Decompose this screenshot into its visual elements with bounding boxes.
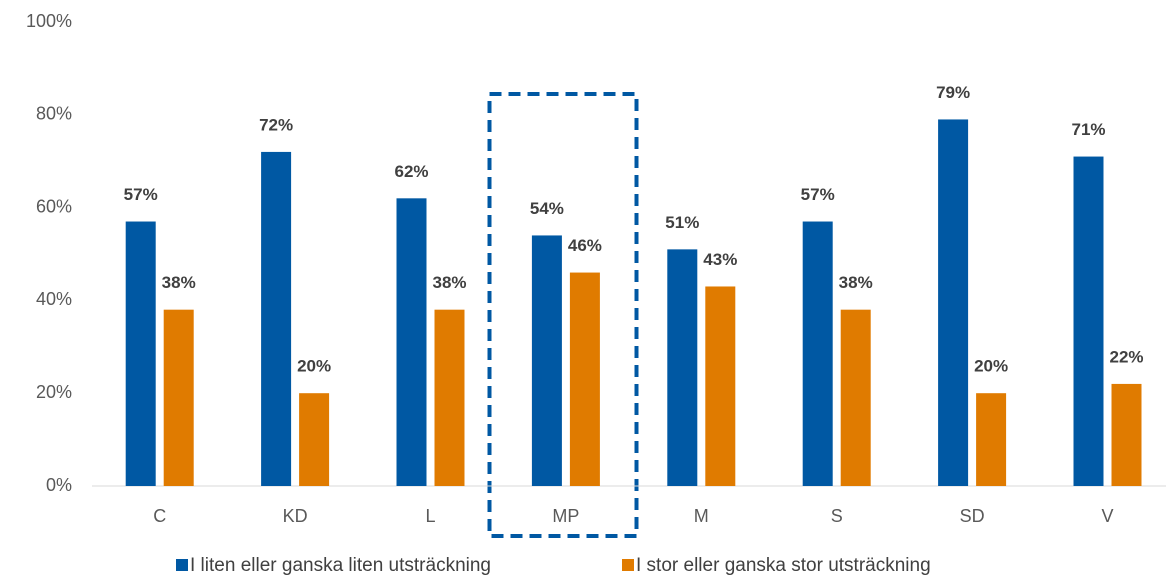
bar: [705, 286, 736, 486]
legend-swatch: [176, 559, 188, 571]
x-tick-label: C: [153, 506, 166, 526]
value-label: 62%: [394, 162, 428, 181]
value-label: 20%: [974, 357, 1008, 376]
bar: [976, 393, 1007, 486]
legend-label: I liten eller ganska liten utsträckning: [190, 555, 491, 576]
x-tick-label: S: [831, 506, 843, 526]
y-tick-label: 80%: [36, 104, 72, 124]
value-label: 38%: [839, 273, 873, 292]
legend-label: I stor eller ganska stor utsträckning: [636, 555, 931, 576]
y-tick-label: 40%: [36, 289, 72, 309]
bar: [1111, 383, 1142, 486]
y-tick-label: 100%: [26, 11, 72, 31]
value-label: 38%: [162, 273, 196, 292]
value-label: 57%: [124, 185, 158, 204]
y-tick-label: 60%: [36, 196, 72, 216]
bar: [1073, 156, 1104, 486]
bar: [125, 221, 156, 486]
y-tick-label: 0%: [46, 475, 72, 495]
value-label: 79%: [936, 83, 970, 102]
bar: [938, 119, 969, 486]
value-label: 72%: [259, 115, 293, 134]
bar: [531, 235, 562, 486]
value-label: 46%: [568, 236, 602, 255]
highlight-box: [487, 92, 639, 538]
value-label: 51%: [665, 213, 699, 232]
bar: [396, 198, 427, 486]
x-tick-label: KD: [283, 506, 308, 526]
legend-swatch: [622, 559, 634, 571]
value-label: 71%: [1071, 120, 1105, 139]
x-tick-label: MP: [552, 506, 579, 526]
x-tick-label: V: [1101, 506, 1113, 526]
value-label: 38%: [432, 273, 466, 292]
value-label: 57%: [801, 185, 835, 204]
bar: [840, 309, 871, 486]
x-tick-label: L: [425, 506, 435, 526]
value-label: 20%: [297, 357, 331, 376]
bar: [569, 272, 600, 486]
value-label: 43%: [703, 250, 737, 269]
y-tick-label: 20%: [36, 382, 72, 402]
bar: [163, 309, 194, 486]
x-tick-label: SD: [960, 506, 985, 526]
bar: [261, 151, 292, 487]
x-tick-label: M: [694, 506, 709, 526]
bar: [299, 393, 330, 486]
bar: [802, 221, 833, 486]
bar: [434, 309, 465, 486]
value-label: 54%: [530, 199, 564, 218]
value-label: 22%: [1109, 347, 1143, 366]
bar: [667, 249, 698, 486]
